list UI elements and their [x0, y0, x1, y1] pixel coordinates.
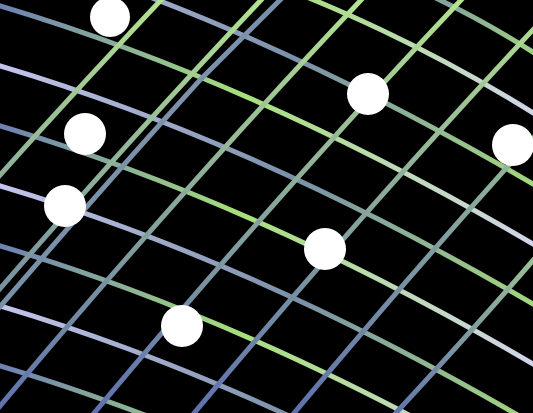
mesh-line: [392, 256, 533, 413]
node: [492, 124, 533, 166]
node: [90, 0, 130, 37]
mesh-line: [190, 26, 533, 413]
mesh-line: [0, 303, 289, 413]
node: [347, 73, 389, 115]
mesh-line: [0, 63, 533, 307]
mesh-line: [0, 0, 365, 410]
node: [161, 305, 203, 347]
mesh-line: [0, 123, 533, 367]
mesh-line: [90, 0, 465, 413]
node: [44, 185, 86, 227]
mesh-line: [150, 0, 533, 187]
mesh-line: [0, 0, 284, 311]
mesh-line: [434, 0, 533, 56]
node: [64, 113, 106, 155]
mesh-line: [290, 134, 533, 413]
mesh-line: [0, 0, 165, 179]
node: [304, 228, 346, 270]
mesh-line: [307, 0, 533, 116]
mesh-line: [0, 243, 411, 413]
mesh-line: [0, 363, 147, 413]
nodes: [44, 0, 533, 347]
